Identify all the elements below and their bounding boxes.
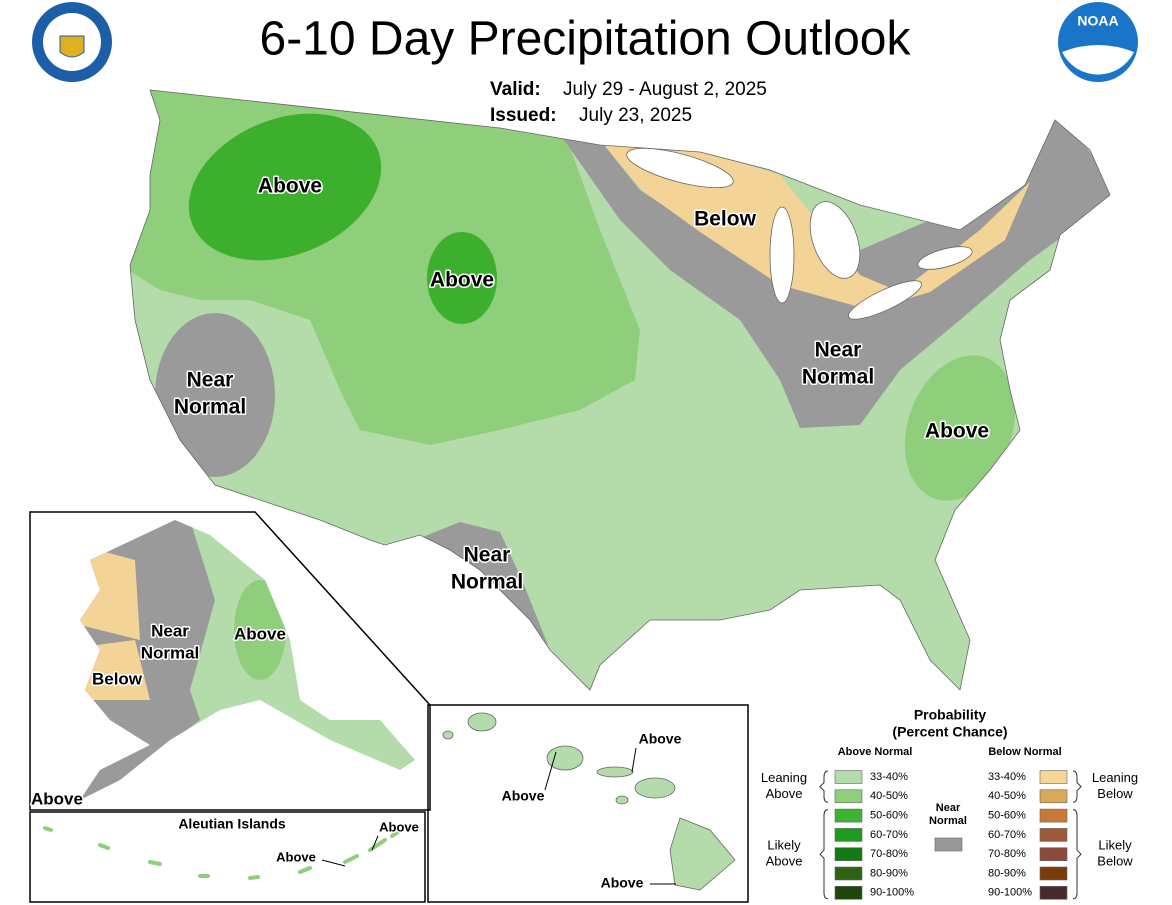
region-label: Near <box>815 339 862 362</box>
alaska-inset <box>29 511 431 811</box>
legend-item-label: 40-50% <box>988 790 1026 802</box>
noaa-logo: NOAA <box>1058 2 1138 82</box>
legend-swatch <box>1039 847 1068 862</box>
legend-heading: Normal <box>929 815 967 827</box>
legend-group-label: Likely <box>1098 838 1132 853</box>
hawaii-label: Above <box>639 731 682 747</box>
legend-swatch <box>834 808 863 823</box>
region-label: Above <box>430 269 494 292</box>
legend-bracket <box>819 809 829 900</box>
aleutian-title: Aleutian Islands <box>178 816 286 832</box>
region-label: Normal <box>451 571 523 594</box>
legend-swatch <box>1039 789 1068 804</box>
legend-item-label: 33-40% <box>870 771 908 783</box>
region-label: Near <box>464 544 511 567</box>
legend-item-label: 50-60% <box>988 810 1026 822</box>
legend-swatch <box>834 789 863 804</box>
legend-heading: Below Normal <box>988 746 1061 758</box>
pointer <box>544 751 557 791</box>
legend-bracket <box>1072 809 1082 900</box>
legend-bracket <box>1072 770 1082 803</box>
alaska-label: Normal <box>141 643 200 662</box>
aleutian-inset <box>29 811 426 903</box>
legend-group-label: Leaning <box>1092 770 1138 785</box>
pointer <box>321 859 346 867</box>
legend-heading: Near <box>936 802 961 814</box>
alaska-label: Above <box>234 624 286 643</box>
region-label: Normal <box>802 366 874 389</box>
legend-item-label: 70-80% <box>870 848 908 860</box>
legend-item-label: 90-100% <box>870 887 914 899</box>
region-label: Below <box>694 208 757 231</box>
legend-item-label: 33-40% <box>988 771 1026 783</box>
legend-swatch <box>834 847 863 862</box>
hawaii-label: Above <box>502 788 545 804</box>
region-label: Normal <box>174 396 246 419</box>
legend-group-label: Above <box>766 854 803 869</box>
legend-swatch <box>1039 770 1068 784</box>
issued-label: Issued: <box>490 105 557 126</box>
legend-swatch <box>1039 866 1068 881</box>
legend-bracket <box>819 770 829 803</box>
legend-item-label: 50-60% <box>870 810 908 822</box>
region-label: Above <box>258 175 322 198</box>
legend-group-label: Likely <box>767 838 801 853</box>
pointer <box>371 835 379 851</box>
legend-group-label: Above <box>766 786 803 801</box>
alaska-label: Above <box>31 789 83 808</box>
legend-swatch <box>1039 828 1068 842</box>
legend-group-label: Leaning <box>761 770 807 785</box>
legend-group-label: Below <box>1097 786 1133 801</box>
legend-swatch <box>934 837 963 852</box>
legend-item-label: 60-70% <box>870 829 908 841</box>
legend-item-label: 90-100% <box>988 887 1032 899</box>
noaa-text: NOAA <box>1077 13 1118 29</box>
conus-map <box>129 89 1111 691</box>
legend-item-label: 70-80% <box>988 848 1026 860</box>
pointer <box>631 747 637 773</box>
alaska-label: Near <box>151 621 189 640</box>
legend-heading: Above Normal <box>838 746 913 758</box>
legend-title: Probability <box>914 707 987 723</box>
aleutian-label: Above <box>276 849 316 864</box>
valid-label: Valid: <box>490 79 541 100</box>
legend-swatch <box>834 885 863 900</box>
legend-swatch <box>834 770 863 784</box>
aleutian-label: Above <box>379 819 419 834</box>
title: 6-10 Day Precipitation Outlook <box>260 13 912 66</box>
legend-item-label: 80-90% <box>988 867 1026 879</box>
legend-swatch <box>1039 885 1068 900</box>
alaska-label: Below <box>92 669 143 688</box>
legend-item-label: 60-70% <box>988 829 1026 841</box>
legend-item-label: 80-90% <box>870 867 908 879</box>
legend-item-label: 40-50% <box>870 790 908 802</box>
region-label: Above <box>925 420 989 443</box>
issued-date: July 23, 2025 <box>579 105 692 126</box>
legend-swatch <box>834 866 863 881</box>
valid-dates: July 29 - August 2, 2025 <box>563 79 767 100</box>
legend-swatch <box>1039 808 1068 823</box>
legend-swatch <box>834 828 863 842</box>
hawaii-label: Above <box>601 875 644 891</box>
legend-group-label: Below <box>1097 854 1133 869</box>
legend-title: (Percent Chance) <box>892 724 1007 740</box>
hawaii-inset <box>427 704 749 903</box>
commerce-seal <box>32 2 112 82</box>
region-label: Near <box>187 369 234 392</box>
